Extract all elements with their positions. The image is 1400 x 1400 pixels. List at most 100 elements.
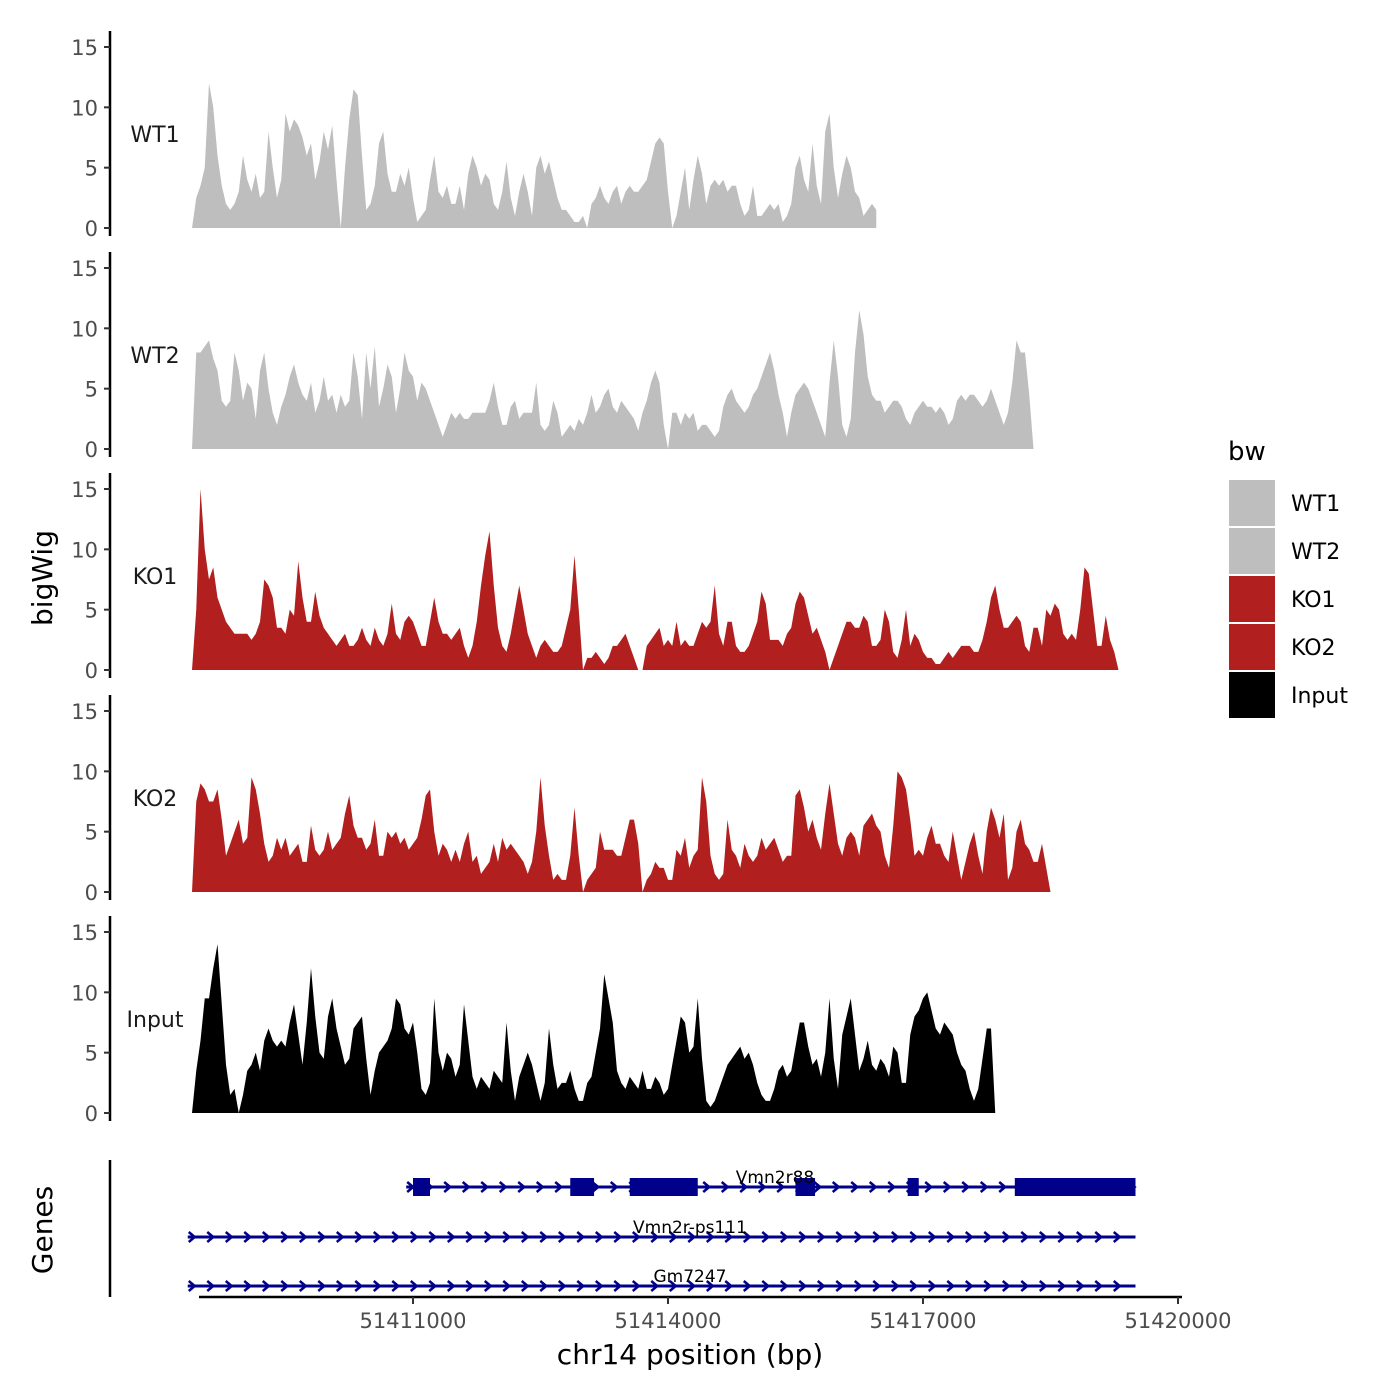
strand-arrow — [835, 1280, 845, 1292]
strand-arrow — [557, 1280, 567, 1292]
gene-label: Vmn2r-ps111 — [633, 1218, 747, 1238]
strand-arrow — [409, 1280, 419, 1292]
strand-arrow — [520, 1231, 530, 1243]
strand-arrow — [539, 1231, 549, 1243]
strand-arrow — [298, 1231, 308, 1243]
y-tick-label: 10 — [71, 981, 98, 1005]
strand-arrow — [409, 1231, 419, 1243]
strand-arrow — [890, 1231, 900, 1243]
x-axis: 51411000 51414000 51417000 51420000 — [199, 1295, 1231, 1333]
strand-arrow — [613, 1231, 623, 1243]
strand-arrow — [443, 1181, 453, 1193]
gene-label: Gm7247 — [654, 1267, 727, 1287]
track-panel-input: 0 5 10 15 Input — [71, 916, 996, 1126]
strand-arrow — [1038, 1280, 1048, 1292]
strand-arrow — [757, 1181, 767, 1193]
y-tick-label: 10 — [71, 760, 98, 784]
strand-arrow — [1094, 1280, 1104, 1292]
strand-arrow — [465, 1280, 475, 1292]
track-label-ko1: KO1 — [133, 565, 178, 590]
strand-arrow — [483, 1280, 493, 1292]
strand-arrow — [872, 1231, 882, 1243]
strand-arrow — [535, 1181, 545, 1193]
y-tick-label: 15 — [71, 700, 98, 724]
strand-arrow — [317, 1231, 327, 1243]
legend-key-ko2 — [1229, 624, 1275, 670]
legend: bw WT1 WT2 KO1 KO2 Input — [1228, 437, 1348, 718]
strand-arrow — [594, 1280, 604, 1292]
strand-arrow — [206, 1231, 216, 1243]
strand-arrow — [428, 1231, 438, 1243]
strand-arrow — [964, 1280, 974, 1292]
y-tick-label: 5 — [85, 157, 98, 181]
x-axis-title: chr14 position (bp) — [557, 1338, 823, 1371]
strand-arrow — [720, 1181, 730, 1193]
strand-arrow — [354, 1280, 364, 1292]
strand-arrow — [1001, 1280, 1011, 1292]
exon — [795, 1178, 816, 1196]
strand-arrow — [613, 1280, 623, 1292]
track-panel-wt1: 0 5 10 15 WT1 — [71, 31, 877, 241]
track-label-wt2: WT2 — [130, 344, 179, 369]
strand-arrow — [206, 1280, 216, 1292]
genes-axis-title: Genes — [26, 1186, 59, 1274]
y-tick-label: 15 — [71, 257, 98, 281]
strand-arrow — [816, 1280, 826, 1292]
coverage-area-ko2 — [192, 771, 1051, 892]
y-tick-label: 5 — [85, 821, 98, 845]
strand-arrow — [498, 1181, 508, 1193]
strand-arrow — [391, 1280, 401, 1292]
gene-label: Vmn2r88 — [736, 1168, 814, 1188]
strand-arrow — [705, 1231, 715, 1243]
strand-arrow — [742, 1280, 752, 1292]
legend-key-wt2 — [1229, 528, 1275, 574]
strand-arrow — [261, 1280, 271, 1292]
strand-arrow — [739, 1181, 749, 1193]
y-tick-label: 0 — [85, 438, 98, 462]
coverage-area-input — [192, 944, 996, 1113]
strand-arrow — [853, 1280, 863, 1292]
strand-arrow — [243, 1231, 253, 1243]
track-label-ko2: KO2 — [133, 787, 178, 812]
strand-arrow — [187, 1280, 197, 1292]
strand-arrow — [609, 1181, 619, 1193]
y-tick-label: 15 — [71, 36, 98, 60]
legend-title: bw — [1228, 437, 1266, 467]
strand-arrow — [502, 1231, 512, 1243]
strand-arrow — [742, 1231, 752, 1243]
strand-arrow — [1112, 1280, 1122, 1292]
y-tick-label: 5 — [85, 599, 98, 623]
strand-arrow — [813, 1181, 823, 1193]
strand-arrow — [372, 1231, 382, 1243]
strand-arrow — [280, 1280, 290, 1292]
strand-arrow — [761, 1280, 771, 1292]
x-tick-label: 51417000 — [870, 1309, 977, 1333]
strand-arrow — [446, 1231, 456, 1243]
strand-arrow — [779, 1280, 789, 1292]
strand-arrow — [668, 1280, 678, 1292]
strand-arrow — [298, 1280, 308, 1292]
gene-gm7247: Gm7247 — [187, 1267, 1136, 1292]
strand-arrow — [705, 1280, 715, 1292]
strand-arrow — [224, 1280, 234, 1292]
y-tick-label: 15 — [71, 478, 98, 502]
strand-arrow — [1057, 1231, 1067, 1243]
strand-arrow — [724, 1231, 734, 1243]
strand-arrow — [517, 1181, 527, 1193]
strand-arrow — [631, 1231, 641, 1243]
strand-arrow — [983, 1231, 993, 1243]
y-tick-label: 5 — [85, 378, 98, 402]
strand-arrow — [890, 1280, 900, 1292]
track-panel-ko1: 0 5 10 15 KO1 — [71, 473, 1119, 683]
gene-track: Vmn2r88 Vmn2r-ps111 Gm7247 — [108, 1160, 1137, 1297]
strand-arrow — [724, 1280, 734, 1292]
strand-arrow — [317, 1280, 327, 1292]
legend-key-ko1 — [1229, 576, 1275, 622]
strand-arrow — [909, 1280, 919, 1292]
strand-arrow — [428, 1280, 438, 1292]
strand-arrow — [650, 1280, 660, 1292]
y-tick-label: 5 — [85, 1042, 98, 1066]
strand-arrow — [702, 1181, 712, 1193]
y-tick-label: 10 — [71, 538, 98, 562]
exon — [629, 1178, 698, 1196]
